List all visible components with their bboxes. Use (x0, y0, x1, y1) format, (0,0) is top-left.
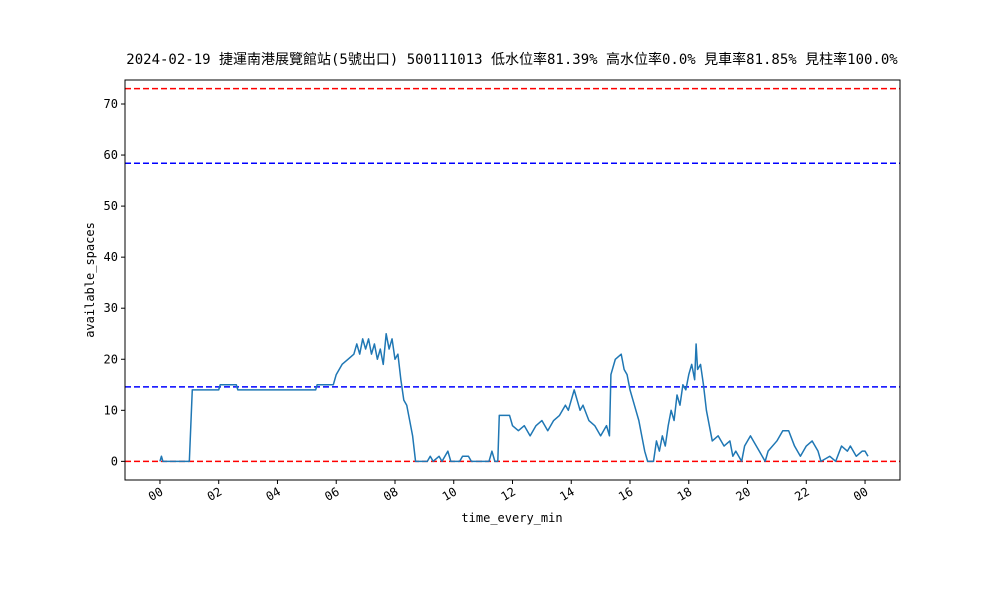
x-tick-label: 20 (734, 484, 754, 503)
y-tick-label: 70 (104, 97, 118, 111)
x-tick-label: 08 (381, 484, 401, 503)
x-tick-label: 14 (557, 484, 577, 503)
y-tick-label: 60 (104, 148, 118, 162)
y-tick-label: 20 (104, 352, 118, 366)
y-axis-label: available_spaces (83, 222, 97, 338)
y-tick-label: 10 (104, 403, 118, 417)
chart-title: 2024-02-19 捷運南港展覽館站(5號出口) 500111013 低水位率… (126, 51, 898, 68)
x-tick-label: 00 (146, 484, 166, 503)
plot-frame (124, 79, 901, 481)
x-tick-label: 00 (851, 484, 871, 503)
x-tick-label: 12 (498, 484, 518, 503)
y-tick-label: 40 (104, 250, 118, 264)
x-tick-label: 04 (263, 484, 283, 503)
y-tick-label: 50 (104, 199, 118, 213)
x-axis-label: time_every_min (461, 511, 562, 525)
y-tick-label: 30 (104, 301, 118, 315)
x-tick-label: 10 (440, 484, 460, 503)
x-tick-label: 18 (675, 484, 695, 503)
x-tick-label: 02 (205, 484, 225, 503)
y-tick-label: 0 (111, 454, 118, 468)
x-tick-label: 16 (616, 484, 636, 503)
data-line (159, 332, 869, 463)
x-tick-label: 22 (792, 484, 812, 503)
x-tick-label: 06 (322, 484, 342, 503)
